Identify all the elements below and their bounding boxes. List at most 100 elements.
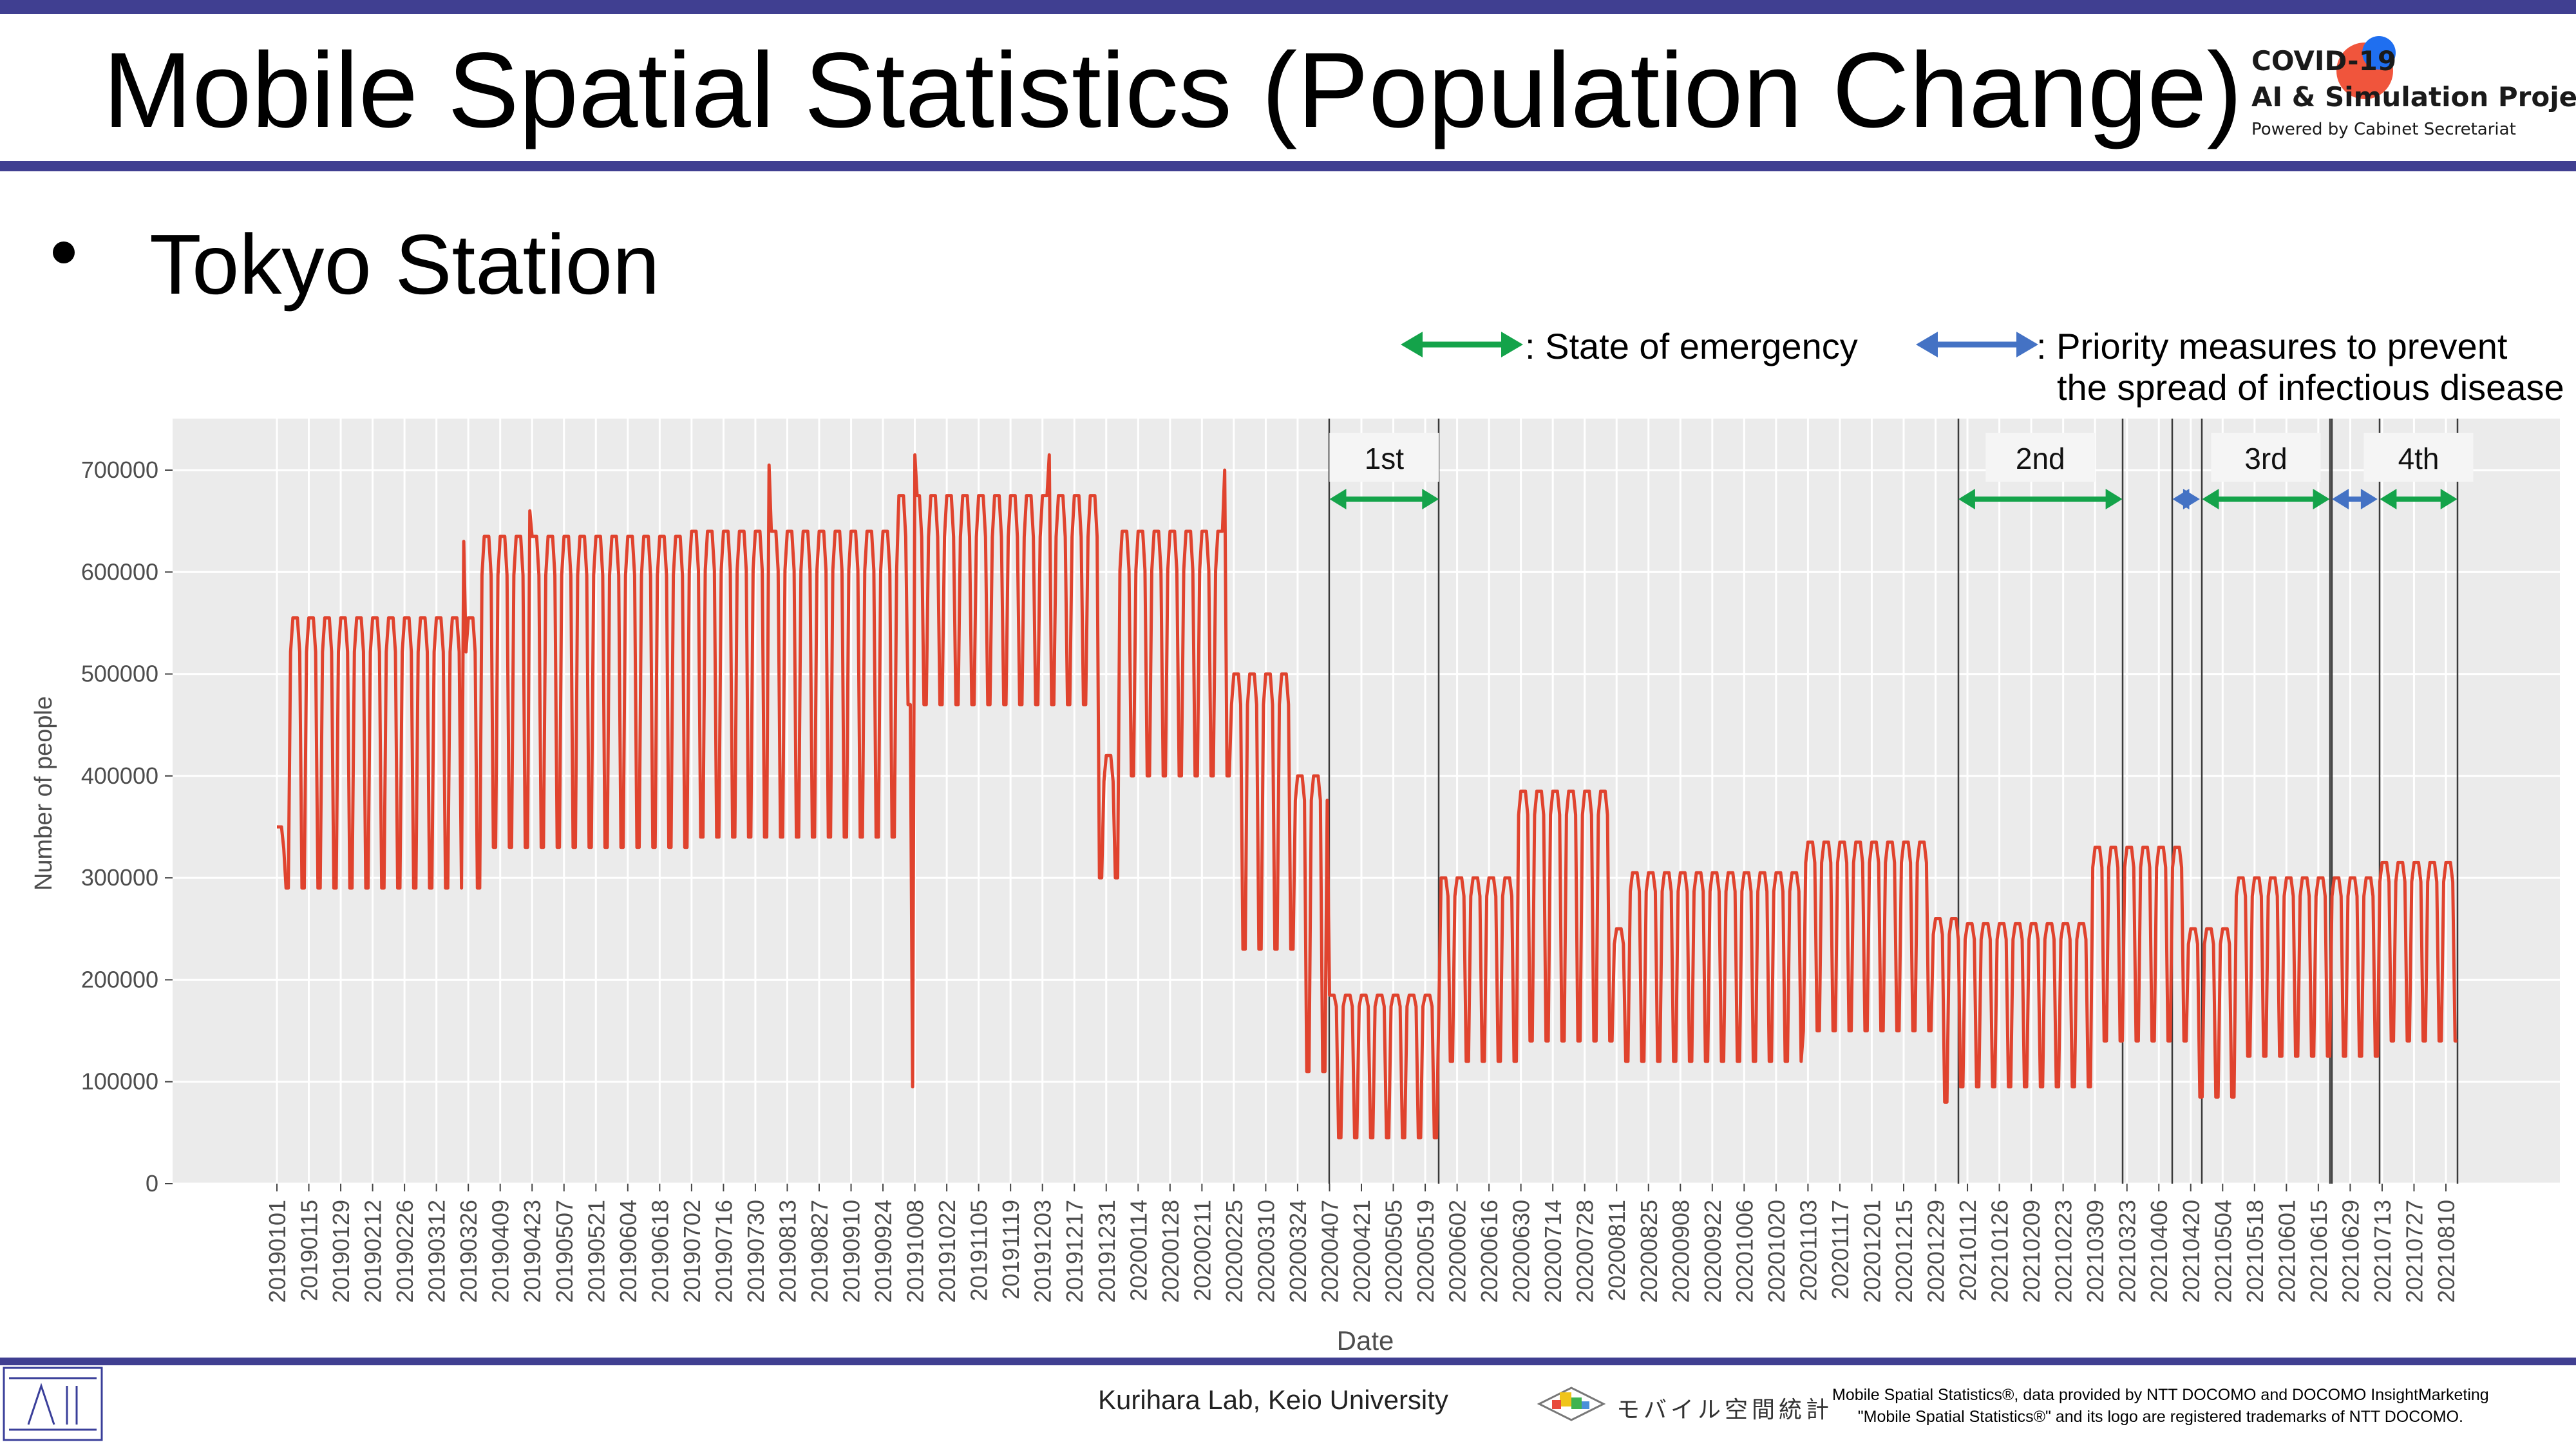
- x-tick-label: 20190423: [519, 1200, 545, 1303]
- emergency-period-arrow: [1958, 489, 2123, 509]
- x-tick-label: 20200602: [1444, 1200, 1471, 1303]
- x-tick-label: 20200714: [1540, 1200, 1566, 1303]
- x-tick-label: 20191119: [998, 1200, 1024, 1300]
- logo-circles-icon: [2336, 36, 2396, 99]
- data-layer: [277, 453, 2458, 1140]
- footer-note-line-2: "Mobile Spatial Statistics®" and its log…: [1857, 1407, 2463, 1426]
- x-tick-label: 20190312: [424, 1200, 450, 1303]
- grid-layer: [173, 419, 2560, 1185]
- x-tick-label: 20190115: [296, 1200, 323, 1302]
- x-tick-label: 20201215: [1891, 1200, 1917, 1303]
- x-tick-label: 20200908: [1667, 1200, 1694, 1303]
- x-tick-label: 20210518: [2242, 1200, 2268, 1303]
- x-tick-label: 20210713: [2369, 1200, 2396, 1303]
- series-line: [277, 453, 2458, 1140]
- y-tick-label: 700000: [81, 457, 158, 483]
- x-tick-label: 20201201: [1859, 1200, 1885, 1303]
- x-tick-label: 20191217: [1061, 1200, 1088, 1303]
- x-tick-label: 20190101: [264, 1200, 290, 1303]
- top-rule: [0, 0, 2576, 14]
- x-tick-label: 20191231: [1094, 1200, 1120, 1303]
- legend-priority-label: : Priority measures to prevent the sprea…: [2036, 326, 2564, 409]
- emergency-period-arrow: [2202, 489, 2330, 509]
- x-tick-label: 20200324: [1285, 1200, 1311, 1303]
- x-tick-label: 20200211: [1189, 1200, 1215, 1302]
- x-tick-label: 20200114: [1125, 1200, 1151, 1302]
- mobile-spatial-statistics-logo-icon: [1537, 1387, 1606, 1421]
- covid-ai-logo: COVID-19 AI & Simulation Project Powered…: [2241, 19, 2576, 148]
- priority-period-arrow: [2332, 489, 2378, 509]
- x-tick-label: 20200811: [1604, 1200, 1630, 1302]
- x-tick-label: 20190813: [774, 1200, 800, 1303]
- emergency-arrow-icon: [1401, 332, 1523, 357]
- x-tick-label: 20201117: [1827, 1200, 1853, 1300]
- logo-line-3: Powered by Cabinet Secretariat: [2251, 120, 2516, 139]
- x-tick-label: 20201229: [1923, 1200, 1949, 1303]
- logo-line-1: COVID-19: [2251, 45, 2397, 77]
- x-tick-label: 20201020: [1763, 1200, 1790, 1303]
- x-tick-label: 20200519: [1412, 1200, 1439, 1303]
- x-tick-label: 20210209: [2018, 1200, 2045, 1303]
- x-tick-label: 20190226: [392, 1200, 418, 1303]
- period-label-box: [1985, 433, 2096, 482]
- x-tick-label: 20200505: [1381, 1200, 1407, 1303]
- y-tick-label: 0: [146, 1170, 158, 1197]
- logo-line-2: AI & Simulation Project: [2251, 81, 2576, 113]
- x-tick-label: 20200825: [1636, 1200, 1662, 1303]
- x-tick-label: 20210126: [1987, 1200, 2013, 1303]
- x-tick-label: 20191022: [934, 1200, 960, 1303]
- y-tick-label: 200000: [81, 966, 158, 992]
- x-tick-label: 20210615: [2306, 1200, 2332, 1303]
- bullet-text: Tokyo Station: [149, 217, 660, 312]
- footer-rule: [0, 1358, 2576, 1365]
- x-tick-label: 20190326: [455, 1200, 482, 1303]
- footer-note: Mobile Spatial Statistics®, data provide…: [1832, 1385, 2489, 1428]
- x-tick-label: 20191105: [966, 1200, 992, 1302]
- footer-note-line-1: Mobile Spatial Statistics®, data provide…: [1832, 1386, 2489, 1404]
- y-tick-label: 500000: [81, 661, 158, 687]
- axis-layer: 0 100000 200000 300000 400000 500000 600000 700…: [30, 457, 2459, 1356]
- period-label-box: [2363, 433, 2474, 482]
- footer-lab-label: Kurihara Lab, Keio University: [1098, 1385, 1448, 1415]
- keio-lab-logo: [3, 1367, 103, 1441]
- emergency-period-arrow: [1329, 489, 1439, 509]
- y-tick-label: 600000: [81, 558, 158, 585]
- period-label-box: [1329, 433, 1439, 482]
- x-tick-label: 20190604: [615, 1200, 641, 1303]
- period-annotations: 1st 2nd 3rd 4th: [1329, 433, 2474, 509]
- x-tick-label: 20190827: [806, 1200, 833, 1303]
- period-label-box: [2211, 433, 2321, 482]
- emergency-period-arrow: [2380, 489, 2458, 509]
- x-tick-label: 20190129: [328, 1200, 354, 1303]
- x-tick-label: 20200728: [1572, 1200, 1598, 1303]
- population-line-chart: 1st 2nd 3rd 4th 0 100000 200000 300000 400000 50…: [30, 419, 2560, 1356]
- slide-title: Mobile Spatial Statistics (Population Ch…: [103, 31, 2242, 150]
- x-tick-label: 20210601: [2273, 1200, 2300, 1303]
- x-tick-label: 20210406: [2146, 1200, 2172, 1303]
- x-tick-label: 20200310: [1253, 1200, 1279, 1303]
- x-tick-label: 20210420: [2178, 1200, 2204, 1303]
- x-tick-label: 20210323: [2114, 1200, 2141, 1303]
- x-tick-label: 20200630: [1508, 1200, 1535, 1303]
- x-tick-label: 20200225: [1221, 1200, 1247, 1303]
- x-tick-label: 20190409: [488, 1200, 514, 1303]
- x-axis-title: Date: [1337, 1325, 1394, 1356]
- x-tick-label: 20201006: [1731, 1200, 1757, 1303]
- x-tick-label: 20201103: [1795, 1200, 1821, 1302]
- x-tick-label: 20190618: [647, 1200, 673, 1303]
- x-tick-label: 20200421: [1349, 1200, 1375, 1303]
- period-label: 4th: [2398, 442, 2439, 475]
- legend-emergency-label: : State of emergency: [1525, 326, 1858, 366]
- title-rule: [0, 161, 2576, 171]
- legend-priority-line-1: : Priority measures to prevent: [2036, 326, 2508, 366]
- x-tick-label: 20200922: [1700, 1200, 1726, 1303]
- priority-period-arrow: [2172, 489, 2200, 509]
- priority-arrow-icon: [1916, 332, 2038, 357]
- x-tick-label: 20210309: [2082, 1200, 2108, 1303]
- y-tick-label: 400000: [81, 762, 158, 789]
- x-tick-label: 20200616: [1476, 1200, 1502, 1303]
- y-tick-label: 100000: [81, 1068, 158, 1095]
- x-tick-label: 20190702: [679, 1200, 705, 1303]
- x-tick-label: 20210223: [2050, 1200, 2077, 1303]
- x-tick-label: 20210504: [2210, 1200, 2236, 1303]
